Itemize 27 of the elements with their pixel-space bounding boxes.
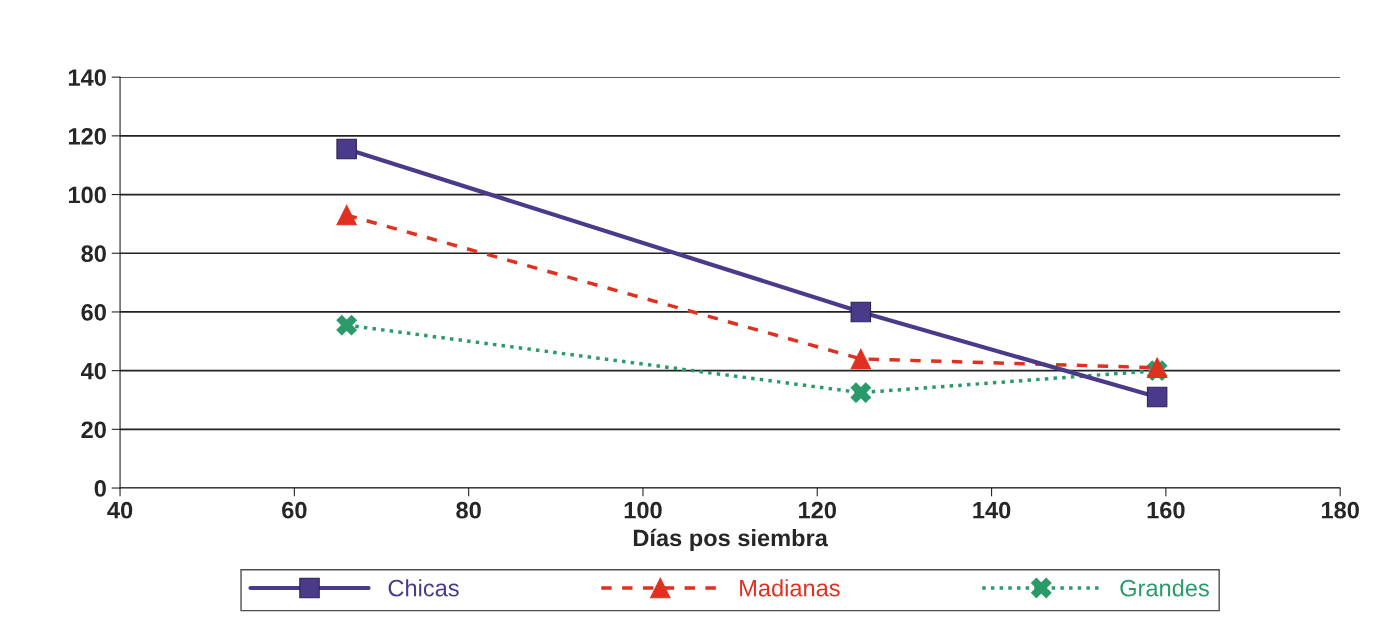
x-tick-label: 160 [1147, 501, 1185, 519]
text: Chicas [388, 579, 459, 597]
point [850, 382, 872, 403]
x-tick-label: 100 [624, 501, 662, 519]
point [336, 138, 357, 160]
point [850, 301, 872, 323]
y-tick-label: 80 [81, 245, 106, 263]
y-tick-label: 20 [81, 421, 106, 439]
x-tick-label: 80 [456, 501, 481, 519]
x-tick-label: 60 [282, 501, 307, 519]
y-tick-label: 120 [68, 127, 106, 145]
y-tick-label: 140 [68, 69, 106, 86]
x-tick-label: 120 [799, 501, 836, 519]
x-axis-title: Días pos siembra [633, 528, 829, 552]
point [1146, 386, 1168, 408]
y-tick-label: 60 [81, 304, 106, 321]
text: Madianas [740, 579, 840, 597]
point [336, 314, 357, 336]
y-tick-label: 0 [94, 480, 106, 497]
x-tick-label: 40 [107, 501, 133, 519]
text: Grandes [1120, 579, 1209, 597]
x-tick-label: 140 [973, 501, 1011, 519]
point [336, 204, 357, 226]
y-tick-label: 100 [68, 186, 106, 204]
y-tick-label: 40 [80, 362, 106, 380]
x-tick-label: 180 [1321, 501, 1359, 519]
point [850, 348, 872, 370]
